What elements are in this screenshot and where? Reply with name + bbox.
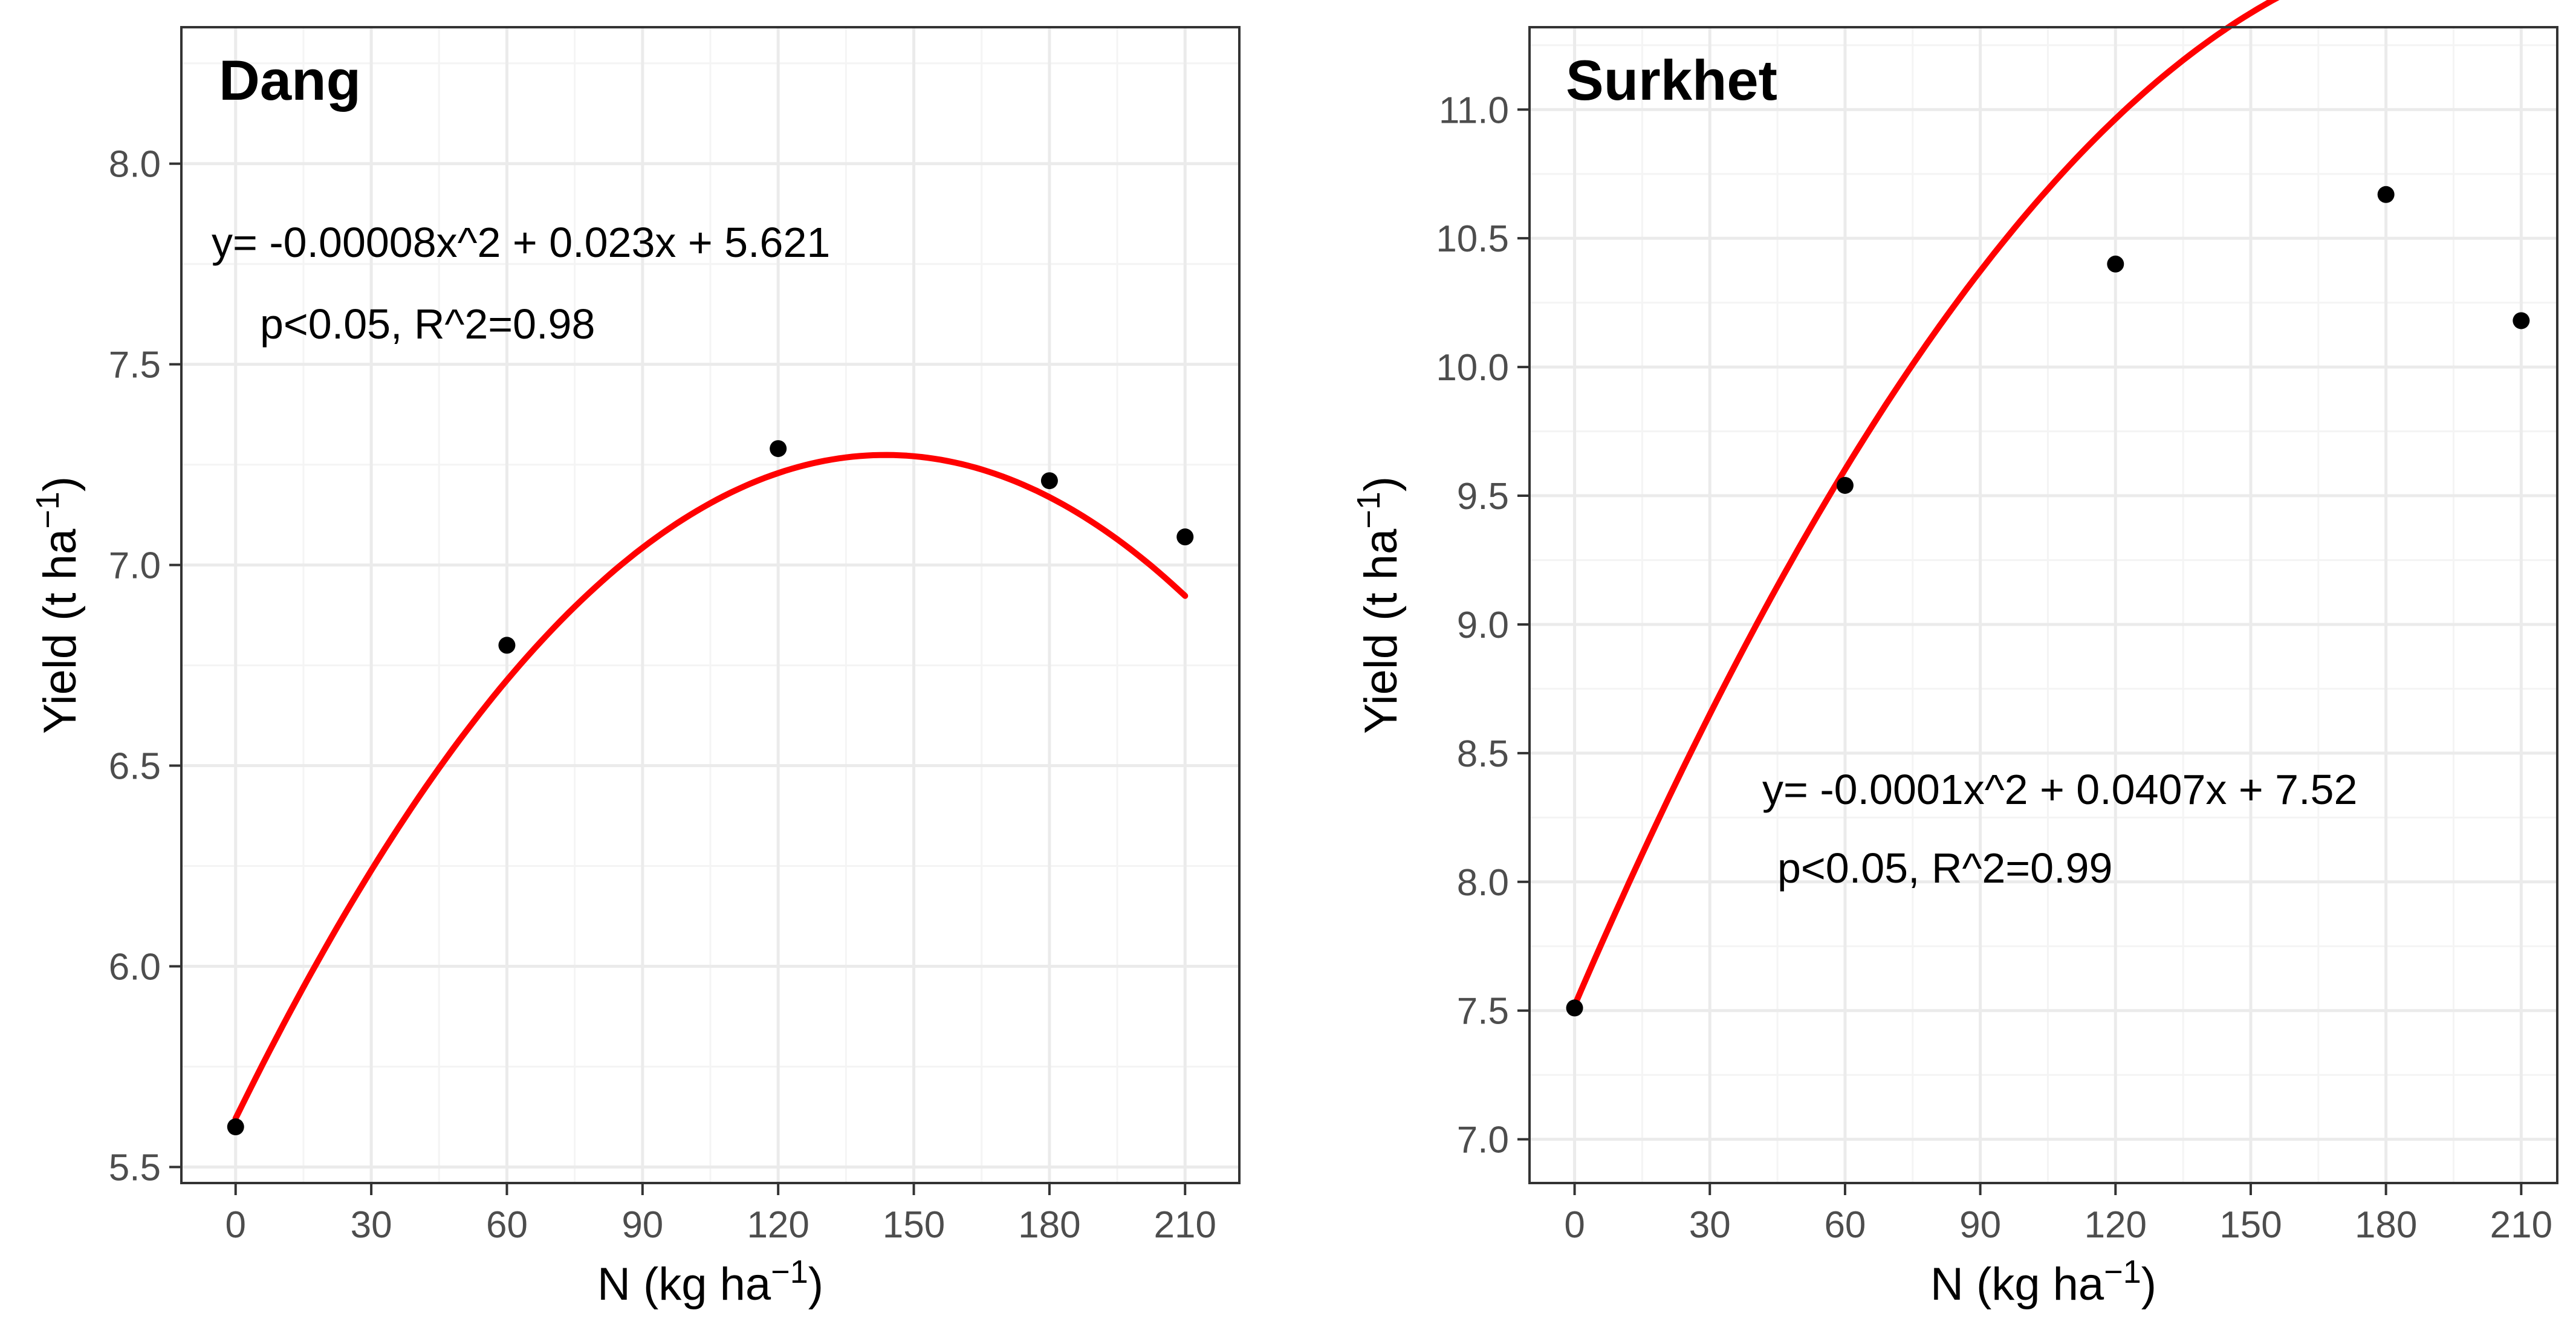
y-axis-title-end: ) — [1355, 476, 1407, 491]
panel-title: Dang — [219, 48, 361, 112]
x-tick-label: 30 — [351, 1204, 392, 1246]
x-tick-label: 210 — [2490, 1204, 2552, 1246]
y-axis-title-main: Yield (t ha — [34, 528, 86, 734]
y-tick-label: 8.0 — [109, 144, 161, 186]
y-axis-title-end: ) — [34, 476, 86, 491]
data-point — [1176, 528, 1194, 546]
x-tick-label: 30 — [1689, 1204, 1731, 1246]
x-tick-label: 180 — [2355, 1204, 2417, 1246]
data-point — [2513, 312, 2530, 329]
y-tick-label: 9.5 — [1457, 476, 1509, 517]
panel-border — [1528, 26, 2558, 1184]
y-tick-labels: 7.0 7.5 8.0 8.5 9.0 9.5 10.0 10.5 11.0 — [1436, 89, 1509, 1161]
grid-lines — [181, 27, 1239, 1183]
data-points — [227, 440, 1194, 1136]
y-axis-title-superscript: −1 — [30, 491, 66, 529]
data-point — [770, 440, 787, 458]
y-tick-label: 7.5 — [1457, 991, 1509, 1033]
x-tick-label: 150 — [883, 1204, 945, 1246]
y-tick-label: 5.5 — [109, 1147, 161, 1188]
fit-curve — [232, 452, 1189, 1122]
x-tick-label: 180 — [1018, 1204, 1080, 1246]
data-point — [1566, 999, 1583, 1017]
x-axis-title: N (kg ha−1) — [1930, 1254, 2156, 1310]
data-point — [227, 1118, 244, 1136]
x-tick-label: 90 — [1959, 1204, 2001, 1246]
data-points — [1566, 186, 2530, 1017]
y-axis-title: Yield (t ha−1) — [1351, 476, 1407, 734]
data-point — [2377, 186, 2395, 203]
x-tick-label: 0 — [1564, 1204, 1585, 1246]
y-tick-label: 7.0 — [1457, 1120, 1509, 1161]
grid-lines — [1530, 27, 2557, 1183]
x-tick-label: 150 — [2219, 1204, 2282, 1246]
x-axis-title-main: N (kg ha — [597, 1259, 771, 1310]
panel-title: Surkhet — [1566, 48, 1777, 112]
y-tick-label: 10.5 — [1436, 218, 1509, 260]
x-tick-label: 210 — [1154, 1204, 1216, 1246]
y-axis-title: Yield (t ha−1) — [30, 476, 86, 734]
chart-panel-dang: 0 30 60 90 120 150 180 210 5.5 6.0 6.5 7.0 7.5 8.0 D… — [30, 26, 1241, 1310]
y-axis-title-main: Yield (t ha — [1355, 528, 1407, 734]
data-point — [2107, 255, 2124, 273]
y-tick-label: 7.0 — [109, 545, 161, 587]
x-tick-labels: 0 30 60 90 120 150 180 210 — [1564, 1204, 2552, 1246]
x-tick-label: 120 — [747, 1204, 809, 1246]
axis-ticks — [169, 162, 1187, 1195]
data-point — [1040, 472, 1058, 490]
axis-ticks — [1517, 108, 2523, 1195]
chart-panel-surkhet: 0 30 60 90 120 150 180 210 7.0 7.5 8.0 8.5 9.0 9.5 10… — [1351, 0, 2558, 1310]
y-tick-label: 6.0 — [109, 947, 161, 988]
x-axis-title-superscript: −1 — [2104, 1254, 2141, 1290]
y-tick-label: 8.5 — [1457, 733, 1509, 775]
data-point — [498, 637, 516, 654]
y-tick-label: 11.0 — [1439, 89, 1509, 131]
y-tick-label: 10.0 — [1436, 347, 1509, 389]
x-axis-title: N (kg ha−1) — [597, 1254, 823, 1310]
y-tick-label: 8.0 — [1457, 862, 1509, 904]
y-axis-title-superscript: −1 — [1351, 491, 1387, 529]
y-tick-labels: 5.5 6.0 6.5 7.0 7.5 8.0 — [109, 144, 161, 1189]
x-axis-title-end: ) — [2141, 1259, 2156, 1310]
y-tick-label: 7.5 — [109, 345, 161, 386]
fit-curve — [1571, 0, 2280, 1009]
x-tick-label: 120 — [2084, 1204, 2147, 1246]
data-point — [1836, 476, 1854, 494]
x-tick-label: 60 — [486, 1204, 528, 1246]
x-axis-title-end: ) — [808, 1259, 823, 1310]
regression-stats: p<0.05, R^2=0.98 — [260, 300, 595, 348]
regression-equation: y= -0.00008x^2 + 0.023x + 5.621 — [212, 219, 830, 266]
panel-border — [180, 26, 1241, 1184]
y-tick-label: 9.0 — [1457, 605, 1509, 646]
x-axis-title-superscript: −1 — [771, 1254, 808, 1290]
x-tick-labels: 0 30 60 90 120 150 180 210 — [225, 1204, 1216, 1246]
regression-stats: p<0.05, R^2=0.99 — [1777, 845, 2112, 892]
x-axis-title-main: N (kg ha — [1930, 1259, 2104, 1310]
x-tick-label: 60 — [1824, 1204, 1866, 1246]
x-tick-label: 90 — [621, 1204, 663, 1246]
regression-equation: y= -0.0001x^2 + 0.0407x + 7.52 — [1762, 766, 2357, 813]
x-tick-label: 0 — [225, 1204, 246, 1246]
y-tick-label: 6.5 — [109, 746, 161, 788]
